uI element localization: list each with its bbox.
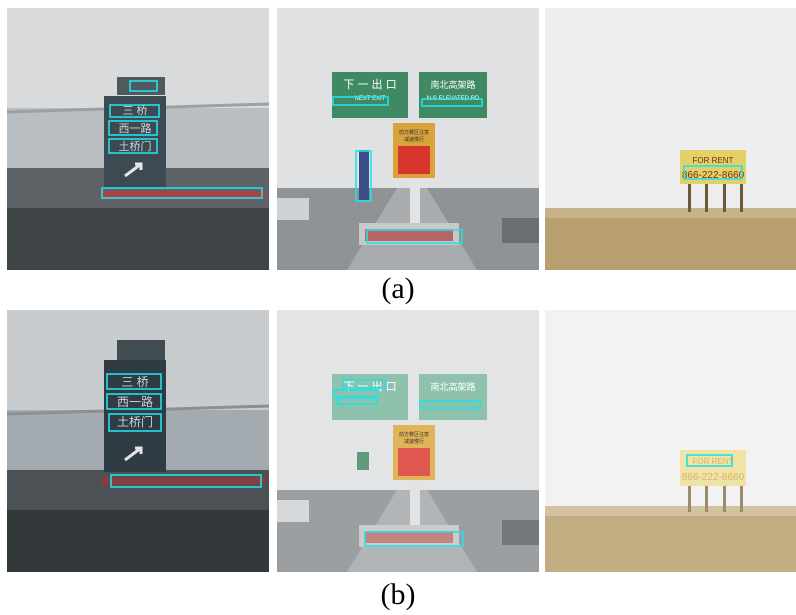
exit-sign-sub: NEXT EXIT	[355, 96, 386, 102]
sign-line-2: 西一路	[119, 122, 152, 135]
warning-line-2: 减速慢行	[404, 438, 424, 445]
billboard-line-2: 866-222-8660	[682, 170, 745, 181]
billboard-image: FOR RENT 866-222-8660	[545, 8, 796, 270]
billboard-line-1: FOR RENT	[693, 457, 734, 466]
sign-line-2: 西一路	[117, 394, 153, 409]
exit-sign-title: 下 一 出 口	[343, 379, 396, 393]
sign-line-1: 三 桥	[122, 104, 147, 117]
warning-line-2: 减速慢行	[404, 136, 424, 143]
panel-b-expressway: 下 一 出 口 南北高架路 前方雾区注意 减速慢行	[277, 310, 539, 572]
sign-line-3: 土桥门	[119, 139, 152, 153]
panel-b-billboard: FOR RENT 866-222-8660	[545, 310, 796, 572]
elevated-sign-title: 南北高架路	[430, 79, 475, 90]
panel-a-expressway: 下 一 出 口 NEXT EXIT 南北高架路 N-S ELEVATED RD …	[277, 8, 539, 270]
sign-line-1: 三 桥	[121, 375, 148, 389]
caption-a: (a)	[381, 272, 415, 305]
warning-line-1: 前方雾区注意	[399, 431, 429, 438]
panel-a-gate: 三 桥 西一路 土桥门	[7, 8, 269, 270]
exit-sign-title: 下 一 出 口	[343, 77, 396, 91]
sign-line-3: 土桥门	[117, 414, 153, 429]
gate-sign-image: 三 桥 西一路 土桥门	[7, 8, 269, 270]
warning-line-1: 前方雾区注意	[399, 129, 429, 136]
gate-sign-image-dehazed: 三 桥 西一路 土桥门	[7, 310, 269, 572]
expressway-image-dehazed: 下 一 出 口 南北高架路 前方雾区注意 减速慢行	[277, 310, 539, 572]
caption-b: (b)	[380, 578, 416, 611]
expressway-image: 下 一 出 口 NEXT EXIT 南北高架路 N-S ELEVATED RD …	[277, 8, 539, 270]
billboard-line-2: 866-222-8660	[682, 472, 745, 483]
billboard-line-1: FOR RENT	[693, 156, 734, 165]
billboard-image-dehazed: FOR RENT 866-222-8660	[545, 310, 796, 572]
elevated-sign-title: 南北高架路	[430, 381, 475, 392]
panel-b-gate: 三 桥 西一路 土桥门	[7, 310, 269, 572]
panel-a-billboard: FOR RENT 866-222-8660	[545, 8, 796, 270]
